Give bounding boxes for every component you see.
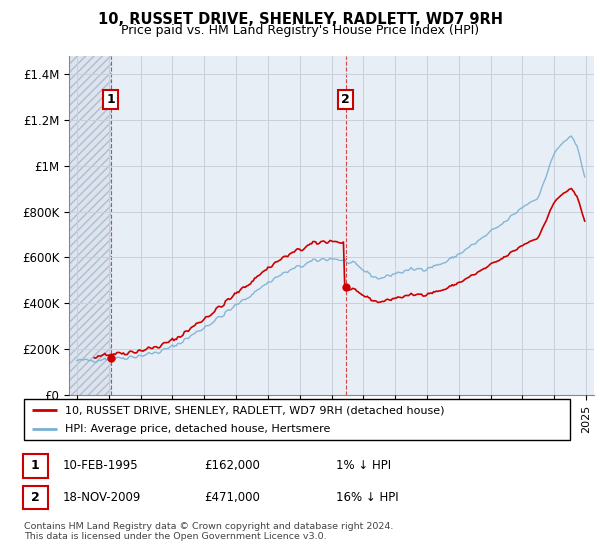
Text: £471,000: £471,000 (204, 491, 260, 504)
Bar (69, 56, 110, 395)
Text: 10, RUSSET DRIVE, SHENLEY, RADLETT, WD7 9RH (detached house): 10, RUSSET DRIVE, SHENLEY, RADLETT, WD7 … (65, 405, 445, 415)
Text: 16% ↓ HPI: 16% ↓ HPI (336, 491, 398, 504)
Text: 10, RUSSET DRIVE, SHENLEY, RADLETT, WD7 9RH: 10, RUSSET DRIVE, SHENLEY, RADLETT, WD7 … (97, 12, 503, 27)
Text: 2: 2 (31, 491, 40, 504)
Text: Price paid vs. HM Land Registry's House Price Index (HPI): Price paid vs. HM Land Registry's House … (121, 24, 479, 37)
Text: HPI: Average price, detached house, Hertsmere: HPI: Average price, detached house, Hert… (65, 424, 331, 433)
Text: 10-FEB-1995: 10-FEB-1995 (63, 459, 139, 473)
Text: Contains HM Land Registry data © Crown copyright and database right 2024.
This d: Contains HM Land Registry data © Crown c… (24, 522, 394, 542)
Text: 1: 1 (31, 459, 40, 473)
Text: 1: 1 (106, 93, 115, 106)
Text: 1% ↓ HPI: 1% ↓ HPI (336, 459, 391, 473)
Text: 2: 2 (341, 93, 350, 106)
Text: £162,000: £162,000 (204, 459, 260, 473)
Text: 18-NOV-2009: 18-NOV-2009 (63, 491, 142, 504)
